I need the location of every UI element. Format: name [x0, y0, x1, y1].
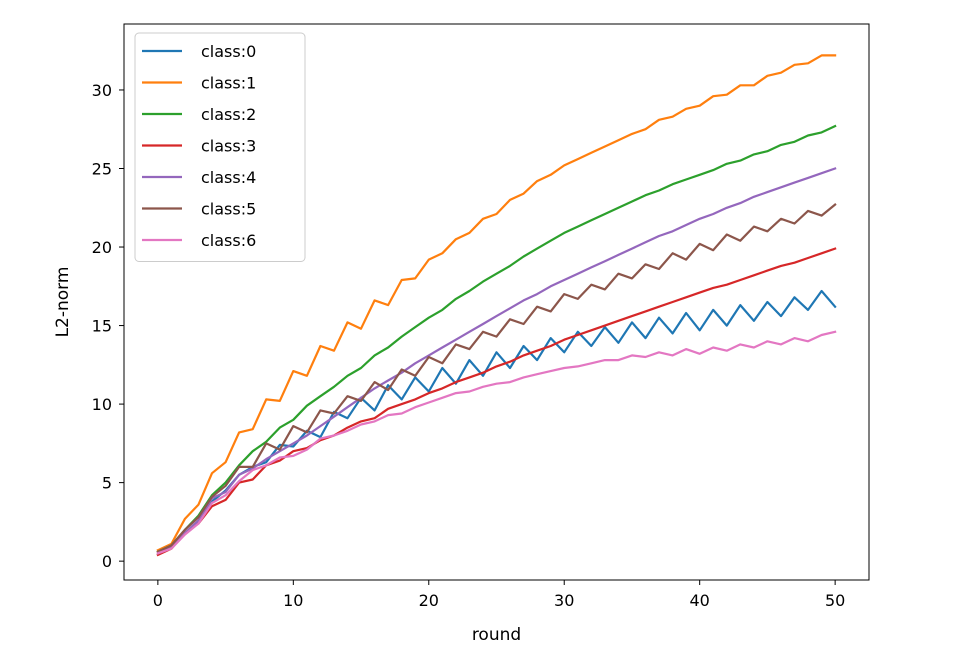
series-line-class-6 — [156, 330, 837, 555]
legend-label: class:3 — [201, 137, 256, 156]
series-line-class-5 — [156, 203, 837, 554]
y-tick-label: 0 — [102, 552, 112, 571]
y-axis-label: L2-norm — [53, 267, 73, 338]
axes-frame — [123, 23, 870, 581]
y-tick-label: 30 — [92, 81, 112, 100]
series-line-class-1 — [156, 54, 837, 552]
x-tick-label: 30 — [554, 591, 574, 610]
x-tick-label: 50 — [825, 591, 845, 610]
legend-label: class:1 — [201, 74, 256, 93]
series-layer — [156, 54, 837, 557]
legend-label: class:4 — [201, 168, 256, 187]
series-line-class-2 — [156, 124, 837, 554]
y-tick-label: 15 — [92, 317, 112, 336]
series-line-class-4 — [156, 167, 837, 555]
legend-label: class:0 — [201, 42, 256, 61]
x-tick-label: 0 — [153, 591, 163, 610]
y-tick-label: 25 — [92, 159, 112, 178]
series-line-class-3 — [156, 247, 837, 557]
legend-box — [134, 32, 306, 262]
legend-label: class:5 — [201, 200, 256, 219]
y-tick-label: 10 — [92, 395, 112, 414]
legend-label: class:2 — [201, 105, 256, 124]
x-axis-label: round — [472, 625, 521, 645]
legend-label: class:6 — [201, 231, 256, 250]
series-line-class-0 — [156, 289, 837, 554]
x-tick-label: 20 — [419, 591, 439, 610]
x-axis-ticks: 0 10 20 30 40 50 — [153, 580, 845, 610]
y-tick-label: 20 — [92, 238, 112, 257]
legend: class:0 class:1 class:2 class:3 class:4 class… — [134, 32, 306, 262]
x-tick-label: 10 — [283, 591, 303, 610]
x-tick-label: 40 — [690, 591, 710, 610]
y-tick-label: 5 — [102, 474, 112, 493]
y-axis-ticks: 0 5 10 15 20 25 30 — [92, 81, 124, 571]
